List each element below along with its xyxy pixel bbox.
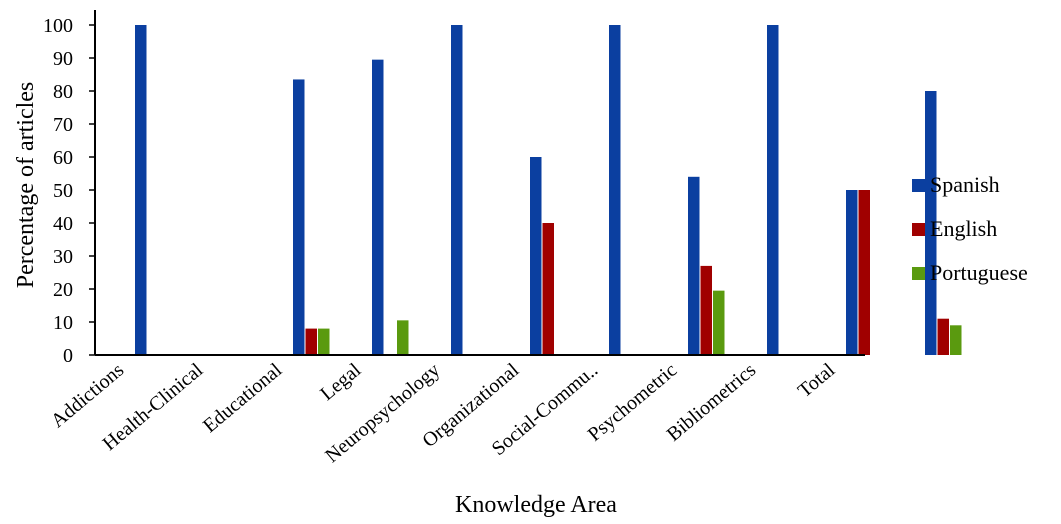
legend-swatch-spanish bbox=[912, 179, 925, 192]
bar-spanish bbox=[925, 91, 937, 355]
y-tick-label: 30 bbox=[53, 246, 73, 268]
bar-english bbox=[858, 190, 870, 355]
legend-label-spanish: Spanish bbox=[930, 172, 1000, 197]
bar-english bbox=[700, 265, 712, 355]
bar-portuguese bbox=[397, 320, 409, 355]
bar-spanish bbox=[609, 25, 621, 355]
bar-spanish bbox=[135, 25, 147, 355]
y-tick-label: 40 bbox=[53, 213, 73, 235]
legend-swatch-english bbox=[912, 223, 925, 236]
legend-label-english: English bbox=[930, 216, 997, 241]
bar-english bbox=[937, 318, 949, 355]
y-tick-label: 80 bbox=[53, 81, 73, 103]
y-tick-label: 20 bbox=[53, 279, 73, 301]
bar-portuguese bbox=[950, 325, 962, 355]
bar-spanish bbox=[688, 176, 700, 355]
bars bbox=[135, 25, 962, 356]
y-tick-label: 50 bbox=[53, 180, 73, 202]
y-tick-label: 0 bbox=[63, 345, 73, 367]
y-tick-label: 100 bbox=[43, 15, 73, 37]
legend-swatch-portuguese bbox=[912, 267, 925, 280]
x-category-label: Educational bbox=[199, 359, 287, 438]
bar-english bbox=[305, 328, 317, 355]
legend-label-portuguese: Portuguese bbox=[930, 260, 1028, 285]
y-tick-label: 60 bbox=[53, 147, 73, 169]
bar-spanish bbox=[372, 59, 384, 356]
bar-portuguese bbox=[318, 328, 330, 355]
bar-portuguese bbox=[713, 290, 725, 355]
bar-spanish bbox=[846, 190, 858, 355]
y-axis-ticks: 0 10 20 30 40 50 60 70 80 90 100 bbox=[43, 15, 95, 367]
y-tick-label: 70 bbox=[53, 114, 73, 136]
bar-spanish bbox=[530, 157, 542, 355]
x-category-label: Addictions bbox=[47, 359, 129, 432]
x-axis-title: Knowledge Area bbox=[455, 492, 617, 518]
bar-spanish bbox=[767, 25, 779, 355]
legend: Spanish English Portuguese bbox=[912, 172, 1028, 285]
bar-spanish bbox=[451, 25, 463, 355]
x-category-label: Legal bbox=[316, 359, 365, 405]
y-axis-title: Percentage of articles bbox=[13, 82, 39, 289]
x-category-label: Total bbox=[794, 359, 840, 402]
bar-english bbox=[542, 223, 554, 355]
y-tick-label: 10 bbox=[53, 312, 73, 334]
y-tick-label: 90 bbox=[53, 48, 73, 70]
bar-spanish bbox=[293, 79, 305, 355]
